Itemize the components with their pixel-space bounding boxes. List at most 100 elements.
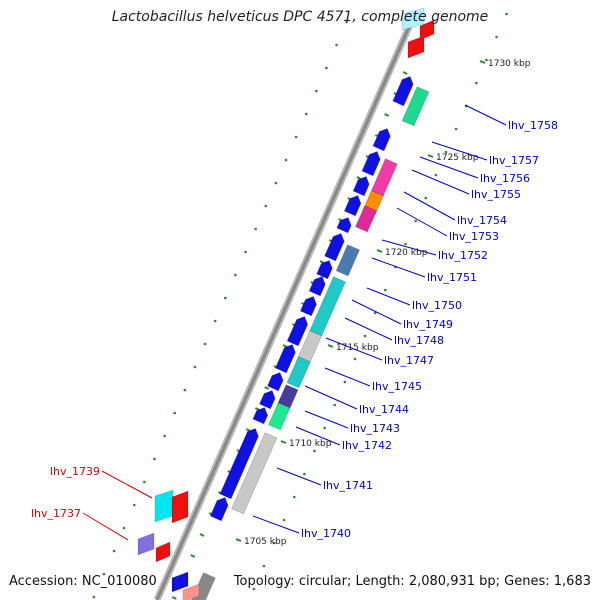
scale-dot-outer-20 <box>303 472 306 476</box>
minor-tick-17 <box>264 386 270 390</box>
minor-tick-11 <box>319 260 325 264</box>
accession-label: Accession: <box>9 574 78 589</box>
label-leader-lines <box>82 104 507 541</box>
gene-forward-4 <box>344 195 362 217</box>
gene-label-lhv-1740: lhv_1740 <box>301 527 351 540</box>
gene-top-red <box>407 35 425 59</box>
gene-lhv-1739-cyan <box>154 489 174 523</box>
scale-dot-outer-8 <box>424 196 428 200</box>
minor-tick-19 <box>245 428 251 432</box>
gene-forward-14 <box>252 407 269 425</box>
scale-dot-outer-0 <box>505 12 508 16</box>
gene-label-lhv-1739: lhv_1739 <box>50 465 100 478</box>
scale-dot-outer-21 <box>292 495 296 499</box>
gene-label-lhv-1737: lhv_1737 <box>31 507 81 520</box>
leader-lhv-1754 <box>403 191 456 221</box>
minor-tick-15 <box>282 344 288 348</box>
gene-label-lhv-1752: lhv_1752 <box>438 249 488 262</box>
leader-lhv-1743 <box>304 410 349 429</box>
genes-value: 1,683 <box>553 574 591 589</box>
gene-lhv-1754 <box>355 205 378 233</box>
gene-forward-16 <box>209 497 229 522</box>
kbp-ticks <box>171 29 427 600</box>
leader-lhv-1741 <box>276 467 322 486</box>
scale-dot-inner-22 <box>122 526 126 530</box>
leader-lhv-1751 <box>371 257 426 278</box>
position-labels: 1730 kbp 1725 kbp 1720 kbp 1715 kbp 1710 kbp… <box>235 59 531 547</box>
scale-dot-inner-15 <box>193 365 197 369</box>
scale-dot-outer-7 <box>434 173 438 177</box>
scale-dot-outer-6 <box>444 150 448 154</box>
leader-lhv-1745 <box>324 367 371 387</box>
scale-dot-outer-14 <box>363 334 367 338</box>
scale-dot-inner-24 <box>102 572 106 576</box>
scale-dot-inner-17 <box>173 411 177 415</box>
scale-dot-inner-13 <box>213 319 217 323</box>
minor-tick-27 <box>171 596 177 600</box>
position-label-1: 1725 kbp <box>436 153 479 163</box>
topology-value: circular <box>298 574 347 589</box>
scale-dot-inner-7 <box>274 181 278 185</box>
leader-lhv-1739 <box>101 470 153 499</box>
position-label-0: 1730 kbp <box>488 59 531 69</box>
gene-lhv-1744 <box>268 402 291 431</box>
minor-tick-18 <box>254 407 260 411</box>
leader-lhv-1744 <box>304 385 358 410</box>
scale-dot-inner-12 <box>223 296 227 300</box>
gene-label-lhv-1744: lhv_1744 <box>359 403 409 416</box>
scale-dot-outer-1 <box>495 35 498 39</box>
scale-dot-rings <box>92 12 508 599</box>
gene-forward-15 <box>219 428 259 500</box>
genome-summary: Topology: circular; Length: 2,080,931 bp… <box>233 574 591 589</box>
gene-label-lhv-1745: lhv_1745 <box>372 380 422 393</box>
leader-lhv-1752 <box>381 239 437 256</box>
leader-lhv-1753 <box>396 207 448 237</box>
gene-forward-5 <box>336 217 352 234</box>
scale-dot-inner-5 <box>294 135 298 139</box>
gene-lhv-1737 <box>155 541 171 563</box>
length-label: Length: <box>355 574 405 589</box>
scale-dot-outer-5 <box>454 127 458 131</box>
gene-lhv-1758 <box>401 86 430 127</box>
scale-dot-inner-8 <box>264 204 268 208</box>
leader-lhv-1737 <box>82 512 129 541</box>
gene-label-lhv-1751: lhv_1751 <box>427 271 477 284</box>
scale-dot-outer-3 <box>475 81 478 85</box>
leader-lhv-1749 <box>351 299 402 325</box>
gene-bottom-blue <box>171 571 189 593</box>
leader-lhv-1750 <box>366 287 411 306</box>
scale-dot-inner-9 <box>254 227 257 231</box>
scale-dot-inner-21 <box>132 503 136 507</box>
minor-tick-2 <box>402 71 408 75</box>
position-tick-4 <box>280 440 287 444</box>
scale-dot-outer-13 <box>373 311 377 315</box>
scale-dot-outer-12 <box>383 288 387 292</box>
gene-forward-9 <box>300 296 317 317</box>
gene-forward-8 <box>308 276 326 297</box>
gene-labels: lhv_1758 lhv_1757 lhv_1756 lhv_1755 lhv_1754… <box>31 119 558 540</box>
leader-lhv-1740 <box>252 515 300 534</box>
leader-lhv-1757 <box>431 141 488 161</box>
gene-forward-3 <box>352 176 370 197</box>
scale-dot-inner-20 <box>143 480 146 484</box>
gene-top-lightcyan <box>401 7 425 31</box>
scale-dot-outer-22 <box>282 518 286 522</box>
gene-bottom-pink <box>182 583 200 600</box>
scale-dot-outer-19 <box>313 449 316 453</box>
genome-backbone <box>153 18 416 600</box>
gene-label-lhv-1758: lhv_1758 <box>508 119 558 132</box>
gene-lhv-1739 <box>171 490 189 524</box>
gene-label-lhv-1747: lhv_1747 <box>384 354 434 367</box>
scale-dot-outer-24 <box>262 564 266 568</box>
leader-lhv-1758 <box>464 104 507 126</box>
scale-dot-inner-25 <box>92 595 96 599</box>
minor-tick-4 <box>384 113 390 117</box>
gene-forward-1 <box>372 128 391 152</box>
backbone-line-inner <box>155 19 414 600</box>
position-tick-0 <box>479 60 486 64</box>
gene-label-lhv-1743: lhv_1743 <box>350 422 400 435</box>
scale-dot-inner-4 <box>304 112 308 116</box>
minor-tick-7 <box>356 176 362 180</box>
position-label-3: 1715 kbp <box>336 343 379 353</box>
